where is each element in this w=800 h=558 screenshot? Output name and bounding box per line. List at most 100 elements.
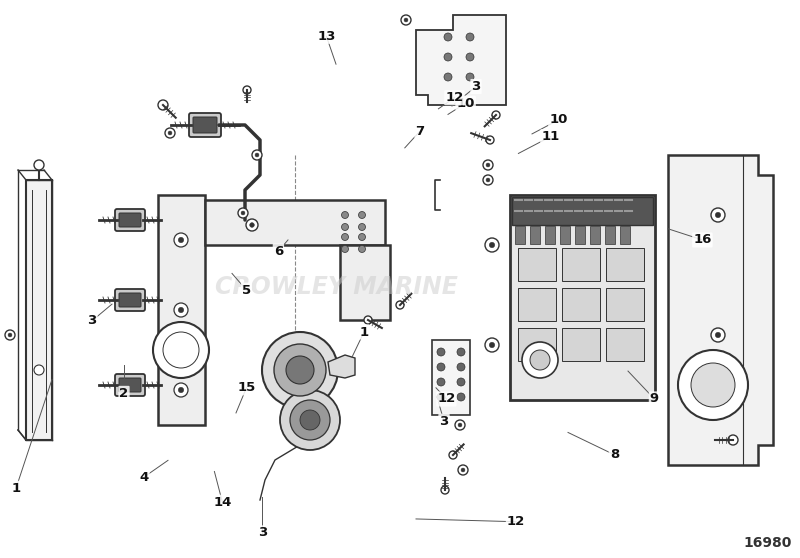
FancyBboxPatch shape [119,213,141,227]
Text: 1: 1 [11,482,21,495]
Bar [518,328,556,361]
Text: 1: 1 [359,325,369,339]
Circle shape [691,363,735,407]
Circle shape [486,163,490,167]
Circle shape [168,131,172,135]
Circle shape [174,303,188,317]
Circle shape [246,219,258,231]
Circle shape [457,378,465,386]
Circle shape [255,153,259,157]
Circle shape [715,333,721,338]
Circle shape [274,344,326,396]
Circle shape [174,233,188,247]
Circle shape [437,393,445,401]
Circle shape [437,363,445,371]
Text: 3: 3 [258,526,267,540]
FancyBboxPatch shape [119,293,141,307]
Bar [560,226,570,244]
Circle shape [358,224,366,230]
Circle shape [300,410,320,430]
Circle shape [728,435,738,445]
Circle shape [342,211,349,219]
Bar [545,226,555,244]
Circle shape [455,420,465,430]
FancyBboxPatch shape [193,117,217,133]
Circle shape [290,400,330,440]
Text: 12: 12 [507,515,525,528]
Circle shape [457,348,465,356]
Circle shape [358,246,366,253]
Bar [562,328,600,361]
Text: CROWLEY MARINE: CROWLEY MARINE [214,275,458,300]
Circle shape [678,350,748,420]
Text: 3: 3 [87,314,97,328]
Circle shape [530,350,550,370]
Text: 10: 10 [550,113,567,127]
Bar [530,226,540,244]
Text: 16: 16 [694,233,711,247]
Circle shape [483,160,493,170]
Circle shape [286,356,314,384]
Text: 8: 8 [610,448,619,461]
Circle shape [34,365,44,375]
Text: 3: 3 [439,415,449,428]
Bar [432,340,470,415]
Circle shape [711,208,725,222]
Bar [606,288,644,321]
Circle shape [437,348,445,356]
Text: 2: 2 [119,387,129,400]
FancyBboxPatch shape [115,374,145,396]
Text: 5: 5 [242,283,251,297]
Circle shape [457,363,465,371]
Circle shape [461,468,465,472]
Circle shape [457,393,465,401]
Circle shape [396,301,404,309]
Circle shape [449,451,457,459]
Circle shape [243,86,251,94]
Circle shape [466,33,474,41]
Bar [562,248,600,281]
Circle shape [5,330,15,340]
Circle shape [486,178,490,182]
Circle shape [178,307,184,312]
Circle shape [444,53,452,61]
Circle shape [490,343,494,348]
Bar [510,195,655,400]
Circle shape [238,208,248,218]
Circle shape [174,383,188,397]
Circle shape [444,33,452,41]
Bar [205,200,385,245]
Text: 7: 7 [415,124,425,138]
Circle shape [466,73,474,81]
Text: 16980: 16980 [744,536,792,550]
Circle shape [241,211,245,215]
Circle shape [250,223,254,227]
FancyBboxPatch shape [119,378,141,392]
Circle shape [178,237,184,243]
Bar [606,328,644,361]
Circle shape [522,342,558,378]
Text: 13: 13 [318,30,335,43]
Text: 12: 12 [446,91,463,104]
Circle shape [8,333,12,337]
Bar [518,288,556,321]
Circle shape [458,465,468,475]
Circle shape [342,233,349,240]
Text: 4: 4 [139,470,149,484]
Bar [515,226,525,244]
Circle shape [178,387,184,393]
Bar [26,180,52,440]
Text: 3: 3 [471,80,481,93]
Circle shape [34,160,44,170]
Bar [518,248,556,281]
Bar [605,226,615,244]
Circle shape [358,211,366,219]
Bar [512,197,653,225]
Circle shape [342,246,349,253]
Circle shape [358,233,366,240]
Bar [340,245,390,320]
Circle shape [401,15,411,25]
Polygon shape [328,355,355,378]
Circle shape [458,423,462,427]
Circle shape [342,224,349,230]
